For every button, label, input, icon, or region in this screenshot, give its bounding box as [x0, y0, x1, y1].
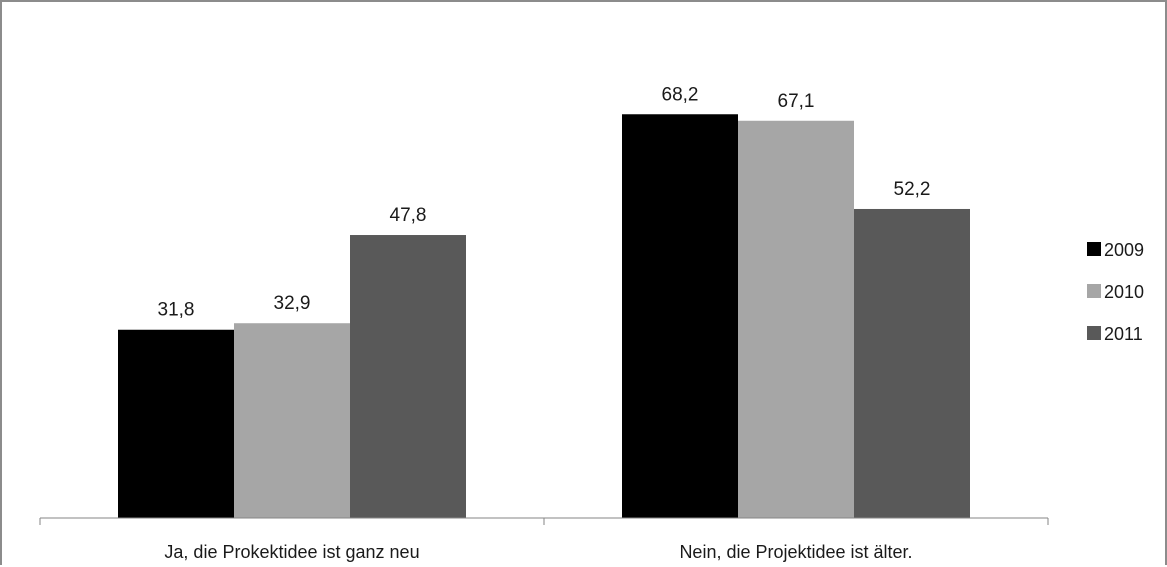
- bar-2011-1: [350, 235, 466, 519]
- legend-label-2011: 2011: [1104, 324, 1143, 344]
- data-label-2010-1: 32,9: [274, 293, 311, 314]
- data-label-2011-2: 52,2: [894, 179, 931, 200]
- category-label-1: Ja, die Prokektidee ist ganz neu: [164, 542, 419, 562]
- category-label-2: Nein, die Projektidee ist älter.: [679, 542, 912, 562]
- bar-2010-1: [234, 323, 350, 518]
- legend-label-2010: 2010: [1104, 282, 1144, 302]
- bar-2010-2: [738, 120, 854, 518]
- bar-2009-2: [622, 114, 738, 519]
- legend-swatch-2009: [1087, 242, 1101, 256]
- data-label-2010-2: 67,1: [778, 91, 815, 112]
- bar-2011-2: [854, 208, 970, 518]
- legend-label-2009: 2009: [1104, 240, 1144, 260]
- data-label-2009-1: 31,8: [158, 300, 195, 321]
- x-axis: Ja, die Prokektidee ist ganz neu Nein, di…: [39, 517, 1049, 562]
- bars-layer: [118, 114, 970, 519]
- data-label-2011-1: 47,8: [390, 205, 427, 226]
- legend: 2009 2010 2011: [1087, 240, 1144, 344]
- bar-2009-1: [118, 329, 234, 518]
- legend-swatch-2011: [1087, 326, 1101, 340]
- data-label-2009-2: 68,2: [662, 84, 699, 105]
- legend-swatch-2010: [1087, 284, 1101, 298]
- data-labels-layer: 31,8 32,9 47,8 68,2 67,1 52,2: [158, 84, 931, 320]
